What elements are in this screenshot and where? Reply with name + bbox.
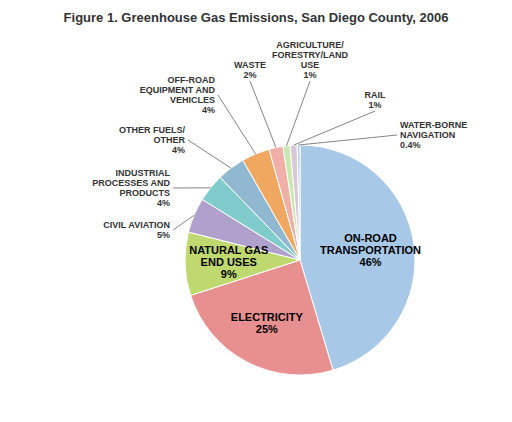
svg-text:AGRICULTURE/FORESTRY/LANDUSE1%: AGRICULTURE/FORESTRY/LANDUSE1% xyxy=(272,40,349,80)
svg-text:INDUSTRIALPROCESSES ANDPRODUCT: INDUSTRIALPROCESSES ANDPRODUCTS4% xyxy=(92,168,170,208)
svg-text:RAIL1%: RAIL1% xyxy=(365,90,386,110)
svg-text:ELECTRICITY25%: ELECTRICITY25% xyxy=(231,311,304,335)
svg-text:WATER-BORNENAVIGATION0.4%: WATER-BORNENAVIGATION0.4% xyxy=(400,120,467,150)
svg-text:WASTE2%: WASTE2% xyxy=(234,60,266,80)
svg-text:OTHER FUELS/OTHER4%: OTHER FUELS/OTHER4% xyxy=(119,125,186,155)
svg-text:ON-ROADTRANSPORTATION46%: ON-ROADTRANSPORTATION46% xyxy=(320,232,421,268)
svg-text:CIVIL AVIATION5%: CIVIL AVIATION5% xyxy=(103,220,170,240)
svg-text:NATURAL GASEND USES9%: NATURAL GASEND USES9% xyxy=(189,244,268,280)
svg-text:OFF-ROADEQUIPMENT ANDVEHICLES4: OFF-ROADEQUIPMENT ANDVEHICLES4% xyxy=(140,75,216,115)
html-text:Figure 1. Greenhouse Gas Emiss: Figure 1. Greenhouse Gas Emissions, San … xyxy=(63,10,449,25)
